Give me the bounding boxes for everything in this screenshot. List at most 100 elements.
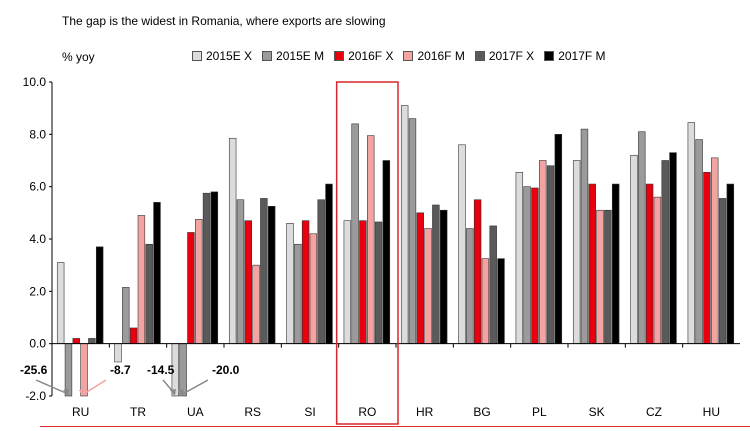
legend-label: 2017F M bbox=[558, 49, 606, 63]
bar bbox=[432, 204, 440, 344]
annotation-arrow bbox=[182, 379, 209, 395]
bar bbox=[236, 199, 245, 344]
bar bbox=[210, 191, 219, 344]
legend-item-2015e-x: 2015E X bbox=[192, 49, 252, 63]
x-tick-label: RS bbox=[244, 405, 261, 419]
legend-label: 2015E M bbox=[276, 49, 325, 63]
bar bbox=[56, 262, 65, 344]
bar bbox=[546, 165, 555, 344]
y-tick-label: 6.0 bbox=[29, 180, 46, 194]
out-of-range-label: -14.5 bbox=[147, 363, 175, 377]
x-tick-label: HU bbox=[703, 405, 720, 419]
bar bbox=[359, 220, 367, 344]
bar bbox=[645, 183, 654, 344]
bar bbox=[374, 221, 383, 344]
y-tick-label: 4.0 bbox=[29, 232, 46, 246]
legend-item-2017f-m: 2017F M bbox=[544, 49, 606, 63]
bar bbox=[539, 160, 547, 344]
bar bbox=[114, 343, 122, 363]
legend-item-2017f-x: 2017F X bbox=[474, 49, 535, 63]
bar bbox=[588, 183, 596, 344]
bar bbox=[137, 215, 146, 344]
bar bbox=[145, 243, 153, 344]
bar bbox=[95, 246, 104, 344]
legend-swatch bbox=[262, 51, 273, 61]
legend-swatch bbox=[544, 51, 555, 61]
y-tick-label: 2.0 bbox=[29, 284, 46, 298]
bar bbox=[466, 228, 474, 344]
legend-label: 2016F X bbox=[348, 49, 394, 63]
annotation-arrow bbox=[83, 379, 107, 395]
legend-swatch bbox=[403, 51, 414, 61]
bar bbox=[473, 199, 482, 344]
out-of-range-label: -8.7 bbox=[110, 363, 131, 377]
x-tick-label: SI bbox=[304, 405, 315, 419]
bar bbox=[80, 343, 88, 397]
bar bbox=[309, 233, 318, 344]
bar bbox=[195, 219, 203, 344]
annotation-arrowhead bbox=[177, 389, 184, 396]
bar bbox=[408, 118, 417, 344]
bar bbox=[424, 228, 432, 344]
bar bbox=[187, 232, 195, 344]
bar bbox=[260, 198, 268, 344]
bar bbox=[481, 258, 490, 344]
bar bbox=[301, 220, 310, 344]
bar bbox=[489, 225, 497, 344]
bar bbox=[695, 139, 703, 344]
y-axis-label: % yoy bbox=[62, 50, 95, 64]
bar bbox=[325, 183, 333, 344]
bar bbox=[416, 212, 424, 344]
annotation-arrow bbox=[35, 379, 69, 395]
out-of-range-label: -20.0 bbox=[212, 363, 240, 377]
y-tick-label: 10.0 bbox=[23, 75, 47, 89]
legend-item-2016f-m: 2016F M bbox=[403, 49, 465, 63]
bar bbox=[244, 220, 252, 344]
bar bbox=[228, 137, 237, 344]
x-tick-label: RU bbox=[72, 405, 89, 419]
bar bbox=[179, 343, 187, 397]
legend-item-2016f-x: 2016F X bbox=[334, 49, 393, 63]
legend-swatch bbox=[474, 51, 485, 61]
bar bbox=[669, 152, 677, 344]
bar bbox=[294, 243, 302, 344]
annotation-arrowhead bbox=[63, 389, 70, 396]
bar bbox=[604, 209, 612, 344]
bar bbox=[153, 202, 161, 344]
bar bbox=[129, 327, 138, 344]
x-tick-label: PL bbox=[532, 405, 547, 419]
bar bbox=[72, 338, 80, 344]
bar bbox=[554, 134, 563, 344]
bar bbox=[64, 343, 73, 397]
bar bbox=[252, 264, 260, 344]
bar bbox=[458, 144, 466, 344]
bar bbox=[703, 171, 711, 344]
bar bbox=[531, 187, 539, 344]
annotation-arrowhead bbox=[169, 389, 176, 396]
x-tick-label: RO bbox=[358, 405, 376, 419]
highlight-box-ro bbox=[335, 81, 399, 425]
legend-label: 2017F X bbox=[488, 49, 535, 63]
x-tick-label: UA bbox=[187, 405, 204, 419]
bar bbox=[611, 183, 620, 344]
bar bbox=[88, 338, 96, 344]
x-tick-label: BG bbox=[473, 405, 490, 419]
legend-label: 2016F M bbox=[417, 49, 465, 63]
out-of-range-label: -25.6 bbox=[20, 363, 48, 377]
bar bbox=[726, 183, 735, 344]
y-tick-label: 0.0 bbox=[29, 337, 46, 351]
bar bbox=[317, 199, 325, 344]
bar bbox=[718, 198, 727, 344]
bar bbox=[400, 105, 409, 344]
annotation-arrowhead bbox=[78, 389, 85, 396]
bar bbox=[351, 123, 359, 344]
bar bbox=[596, 209, 604, 344]
y-tick-label: -2.0 bbox=[25, 389, 46, 403]
bar bbox=[382, 160, 391, 344]
bar bbox=[653, 196, 662, 344]
bar bbox=[343, 220, 352, 344]
bar bbox=[661, 160, 669, 344]
x-tick-label: TR bbox=[130, 405, 146, 419]
bar bbox=[572, 160, 581, 344]
bottom-rule bbox=[40, 426, 750, 427]
